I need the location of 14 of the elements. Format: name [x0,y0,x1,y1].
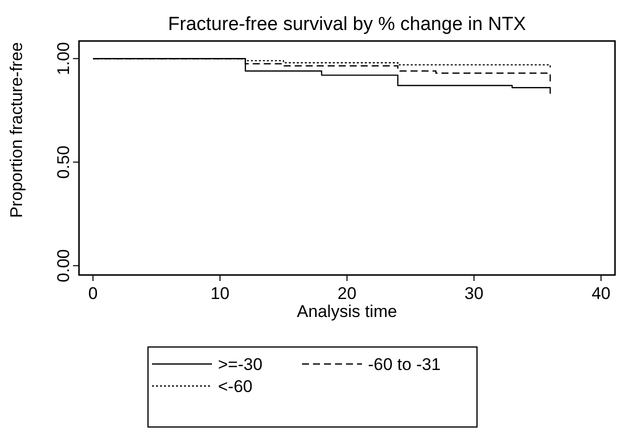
y-tick-label: 0.00 [54,249,73,282]
legend-label: <-60 [218,377,252,396]
legend-label: >=-30 [218,355,262,374]
x-tick-label: 30 [464,284,484,303]
x-tick-label: 20 [338,284,356,303]
y-tick-label: 0.50 [54,146,73,179]
x-axis-title: Analysis time [296,302,398,321]
y-axis-title: Proportion fracture-free [7,42,26,218]
legend-label: -60 to -31 [368,355,441,374]
x-tick-label: 10 [210,284,230,303]
x-tick-label: 0 [88,284,98,303]
y-tick-label: 1.00 [54,42,73,76]
chart-title: Fracture-free survival by % change in NTX [168,14,526,35]
x-tick-label: 40 [592,284,610,303]
